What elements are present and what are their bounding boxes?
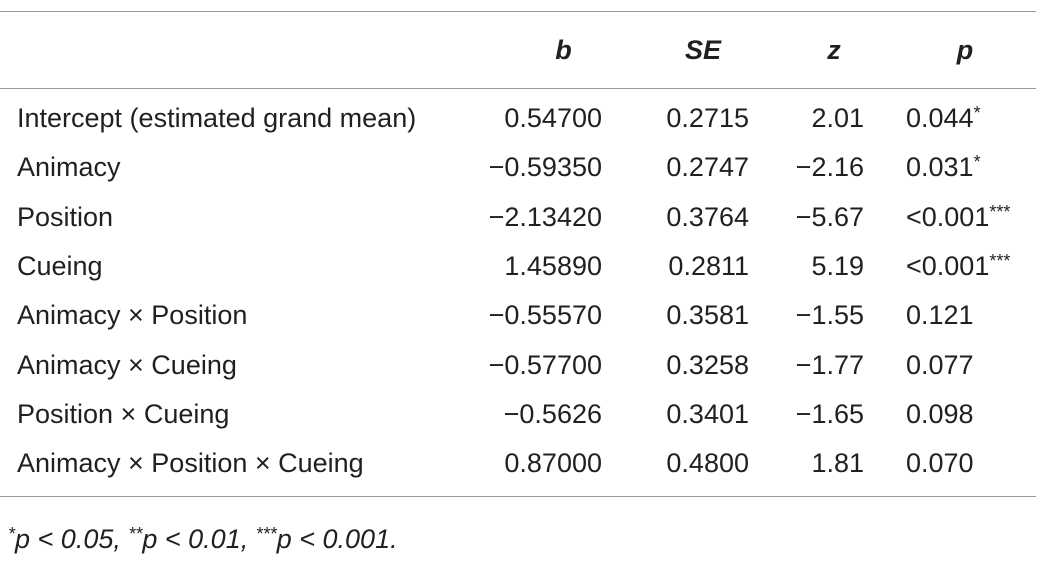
table-footnote: *p < 0.05, **p < 0.01, ***p < 0.001. bbox=[8, 524, 398, 555]
cell-b: 1.45890 bbox=[504, 251, 602, 282]
regression-table: b SE z p Intercept (estimated grand mean… bbox=[0, 11, 1036, 498]
p-value-wrap: 0.044* bbox=[906, 103, 1036, 134]
cell-z: −2.16 bbox=[795, 152, 864, 183]
footnote-text-3: p < 0.001. bbox=[276, 524, 398, 554]
significance-marker: *** bbox=[989, 251, 1011, 272]
footnote-text-1: p < 0.05, bbox=[15, 524, 129, 554]
table-row: Position −2.13420 0.3764 −5.67 <0.001*** bbox=[0, 193, 1036, 242]
table-header-row: b SE z p bbox=[0, 12, 1036, 88]
cell-z: 1.81 bbox=[811, 448, 864, 479]
p-value-wrap: 0.077 bbox=[906, 350, 1036, 381]
cell-b: 0.87000 bbox=[504, 448, 602, 479]
p-value: 0.070 bbox=[906, 448, 974, 479]
cell-p: 0.098 bbox=[864, 399, 1036, 430]
table-body: Intercept (estimated grand mean) 0.54700… bbox=[0, 89, 1036, 496]
p-value-wrap: <0.001*** bbox=[906, 251, 1036, 282]
cell-b: −0.59350 bbox=[488, 152, 602, 183]
table-row: Animacy × Position × Cueing 0.87000 0.48… bbox=[0, 439, 1036, 488]
cell-se: 0.4800 bbox=[666, 448, 749, 479]
row-label: Animacy × Position × Cueing bbox=[17, 448, 364, 479]
row-label: Animacy × Position bbox=[17, 300, 248, 331]
significance-marker: * bbox=[973, 103, 981, 124]
table-row: Animacy × Position −0.55570 0.3581 −1.55… bbox=[0, 291, 1036, 340]
cell-z: −1.55 bbox=[795, 300, 864, 331]
cell-b: −0.5626 bbox=[503, 398, 602, 429]
table-top-rule bbox=[0, 11, 1036, 12]
p-value: <0.001 bbox=[906, 201, 990, 232]
cell-b: 0.54700 bbox=[504, 103, 602, 134]
row-label: Intercept (estimated grand mean) bbox=[17, 103, 417, 134]
table-header-rule bbox=[0, 88, 1036, 89]
cell-p: 0.044* bbox=[864, 103, 1036, 134]
p-value-wrap: 0.070 bbox=[906, 448, 1036, 479]
significance-marker: * bbox=[973, 152, 981, 173]
table-row: Intercept (estimated grand mean) 0.54700… bbox=[0, 94, 1036, 143]
header-p: p bbox=[956, 34, 974, 65]
cell-p: 0.121 bbox=[864, 300, 1036, 331]
footnote-text-2: p < 0.01, bbox=[142, 524, 256, 554]
header-b: b bbox=[555, 34, 572, 65]
table-row: Animacy −0.59350 0.2747 −2.16 0.031* bbox=[0, 143, 1036, 192]
p-value-wrap: 0.031* bbox=[906, 152, 1036, 183]
p-value: 0.121 bbox=[906, 300, 974, 331]
cell-se: 0.3258 bbox=[666, 349, 749, 380]
table-row: Cueing 1.45890 0.2811 5.19 <0.001*** bbox=[0, 242, 1036, 291]
cell-z: −1.77 bbox=[795, 349, 864, 380]
cell-se: 0.3764 bbox=[666, 201, 749, 232]
row-label: Position bbox=[17, 201, 114, 232]
row-label: Animacy × Cueing bbox=[17, 349, 237, 380]
cell-b: −0.57700 bbox=[488, 349, 602, 380]
p-value-wrap: 0.121 bbox=[906, 300, 1036, 331]
cell-b: −2.13420 bbox=[488, 201, 602, 232]
cell-se: 0.3401 bbox=[666, 398, 749, 429]
cell-se: 0.2715 bbox=[666, 103, 749, 134]
cell-p: 0.077 bbox=[864, 350, 1036, 381]
cell-p: 0.070 bbox=[864, 448, 1036, 479]
cell-p: <0.001*** bbox=[864, 251, 1036, 282]
row-label: Cueing bbox=[17, 251, 103, 282]
table-row: Position × Cueing −0.5626 0.3401 −1.65 0… bbox=[0, 390, 1036, 439]
cell-se: 0.3581 bbox=[666, 300, 749, 331]
table-bottom-rule bbox=[0, 496, 1036, 498]
p-value: 0.031 bbox=[906, 152, 974, 183]
p-value: 0.077 bbox=[906, 349, 974, 380]
p-value-wrap: <0.001*** bbox=[906, 202, 1036, 233]
footnote-marker-1: * bbox=[8, 524, 16, 544]
cell-z: −5.67 bbox=[795, 201, 864, 232]
header-z: z bbox=[827, 34, 841, 65]
footnote-marker-3: *** bbox=[255, 524, 277, 544]
cell-b: −0.55570 bbox=[488, 300, 602, 331]
row-label: Animacy bbox=[17, 152, 121, 183]
p-value-wrap: 0.098 bbox=[906, 399, 1036, 430]
p-value: 0.098 bbox=[906, 398, 974, 429]
header-se: SE bbox=[684, 34, 722, 65]
cell-z: −1.65 bbox=[795, 398, 864, 429]
cell-z: 2.01 bbox=[811, 103, 864, 134]
cell-se: 0.2811 bbox=[668, 251, 749, 282]
p-value: <0.001 bbox=[906, 251, 990, 282]
table-row: Animacy × Cueing −0.57700 0.3258 −1.77 0… bbox=[0, 340, 1036, 389]
cell-p: <0.001*** bbox=[864, 202, 1036, 233]
row-label: Position × Cueing bbox=[17, 398, 230, 429]
cell-se: 0.2747 bbox=[666, 152, 749, 183]
significance-marker: *** bbox=[989, 201, 1011, 222]
p-value: 0.044 bbox=[906, 103, 974, 134]
cell-p: 0.031* bbox=[864, 152, 1036, 183]
footnote-marker-2: ** bbox=[128, 524, 143, 544]
cell-z: 5.19 bbox=[811, 251, 864, 282]
